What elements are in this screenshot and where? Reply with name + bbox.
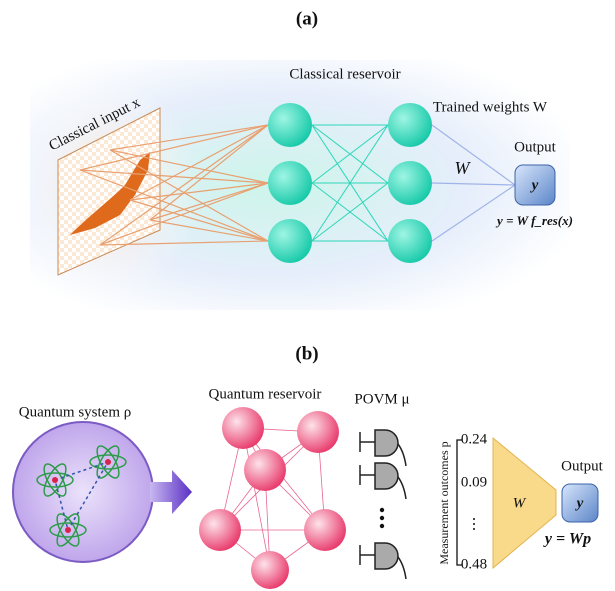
- outcome: 0.24: [461, 431, 488, 447]
- weight-symbol: W: [513, 495, 527, 511]
- output-symbol: y: [575, 495, 584, 511]
- output-label: Output: [561, 458, 604, 474]
- outcomes-label: Measurement outcomes p: [437, 441, 451, 564]
- panel-label: (a): [296, 8, 318, 29]
- panel-a: (a) Classical input x Classical reservoi…: [20, 8, 573, 310]
- reservoir-label: Quantum reservoir: [209, 386, 322, 402]
- panel-label: (b): [295, 343, 318, 364]
- weights-label: Trained weights W: [433, 99, 548, 115]
- outcome: ⋮: [467, 516, 482, 532]
- arrow: [150, 470, 192, 514]
- bracket: [457, 440, 462, 565]
- figure: (a) Classical input x Classical reservoi…: [0, 0, 615, 591]
- system-circle: [13, 422, 153, 562]
- system-label: Quantum system ρ: [19, 404, 131, 420]
- output-label: Output: [514, 139, 557, 155]
- outcome: 0.09: [461, 474, 487, 490]
- panel-b: (b) Quantum system ρ Quantum reservoir P…: [13, 343, 604, 589]
- povm-label: POVM μ: [354, 391, 409, 407]
- output-symbol: y: [530, 177, 539, 193]
- reservoir-label: Classical reservoir: [289, 66, 400, 82]
- outcome: 0.48: [461, 556, 487, 572]
- formula: y = Wp: [543, 531, 591, 548]
- detectors: [360, 430, 406, 579]
- formula: y = W f_res(x): [495, 213, 573, 228]
- weight-symbol: W: [455, 158, 472, 178]
- reservoir-nodes: [199, 407, 346, 589]
